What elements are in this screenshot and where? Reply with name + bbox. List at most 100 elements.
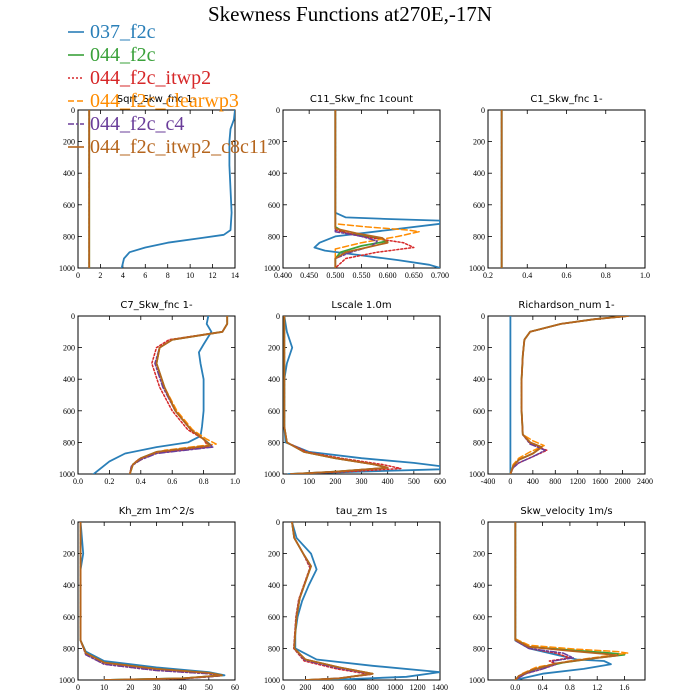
legend-label: 044_f2c_itwp2	[90, 67, 211, 89]
legend-label: 044_f2c_clearwp3	[90, 90, 239, 112]
y-tick-label: 600	[268, 407, 280, 416]
x-tick-label: 0.600	[379, 271, 397, 280]
x-tick-label: 0.2	[104, 477, 114, 486]
panel-title: Lscale 1.0m	[331, 300, 391, 311]
legend-label: 044_f2c	[90, 44, 156, 66]
y-tick-label: 400	[63, 375, 75, 384]
series-line-037-f2c	[291, 522, 440, 680]
y-tick-label: 400	[268, 375, 280, 384]
y-tick-label: 0	[71, 518, 75, 527]
y-tick-label: 400	[268, 581, 280, 590]
x-tick-label: 600	[434, 477, 446, 486]
x-tick-label: 400	[322, 683, 334, 692]
x-tick-label: 1.0	[640, 271, 650, 280]
y-tick-label: 800	[473, 644, 485, 653]
x-tick-label: 20	[126, 683, 134, 692]
y-tick-label: 200	[473, 550, 485, 559]
plot-frame	[77, 315, 236, 475]
panel-title: Richardson_num 1-	[518, 300, 615, 311]
x-tick-label: 2	[98, 271, 102, 280]
series-line-044-f2c-itwp2-c8c11	[79, 522, 223, 680]
legend-label: 044_f2c_c4	[90, 113, 184, 135]
legend-label: 037_f2c	[90, 21, 156, 43]
y-tick-label: 1000	[469, 264, 485, 273]
plot-frame	[77, 521, 236, 681]
series-line-037-f2c	[79, 522, 226, 680]
figure-title: Skewness Functions at270E,-17N	[208, 2, 492, 26]
x-tick-label: 100	[303, 477, 315, 486]
x-tick-label: 14	[231, 271, 239, 280]
series-line-037-f2c	[313, 110, 440, 268]
x-tick-label: 800	[549, 477, 561, 486]
x-tick-label: 0.500	[326, 271, 344, 280]
y-tick-label: 800	[473, 232, 485, 241]
panel-title: C11_Skw_fnc 1count	[310, 94, 413, 105]
y-tick-label: 600	[473, 613, 485, 622]
x-tick-label: 0.400	[274, 271, 292, 280]
x-tick-label: 0	[281, 477, 285, 486]
x-tick-label: 0.6	[167, 477, 177, 486]
x-tick-label: 0.650	[405, 271, 423, 280]
x-tick-label: 4	[121, 271, 125, 280]
y-tick-label: 200	[63, 344, 75, 353]
y-tick-label: 800	[63, 644, 75, 653]
series-line-044-f2c-itwp2-c8c11	[283, 316, 389, 474]
series-line-044-f2c-clearwp3	[79, 522, 223, 680]
x-tick-label: 1400	[432, 683, 448, 692]
series-line-044-f2c-clearwp3	[334, 110, 420, 268]
x-tick-label: 0.0	[510, 683, 520, 692]
x-tick-label: 0	[508, 477, 512, 486]
panel-6: Richardson_num 1- 0 200 400 600 800 1000-400 0 4…	[469, 300, 653, 486]
x-tick-label: 0.4	[538, 683, 548, 692]
x-tick-label: 200	[329, 477, 341, 486]
x-tick-label: 60	[231, 683, 239, 692]
y-tick-label: 1000	[469, 470, 485, 479]
y-tick-label: 200	[268, 550, 280, 559]
series-line-044-f2c	[509, 316, 630, 474]
plot-frame	[487, 315, 646, 475]
y-tick-label: 1000	[59, 470, 75, 479]
x-tick-label: 0	[281, 683, 285, 692]
x-tick-label: 0.0	[73, 477, 83, 486]
plot-frame	[487, 109, 646, 269]
x-tick-label: 2000	[615, 477, 631, 486]
y-tick-label: 800	[268, 644, 280, 653]
series-line-037-f2c	[120, 110, 235, 268]
y-tick-label: 200	[268, 344, 280, 353]
x-tick-label: 200	[299, 683, 311, 692]
y-tick-label: 0	[276, 518, 280, 527]
y-tick-label: 1000	[264, 676, 280, 685]
x-tick-label: 0.4	[136, 477, 146, 486]
series-line-044-f2c-itwp2	[334, 110, 415, 268]
x-tick-label: 500	[408, 477, 420, 486]
y-tick-label: 800	[63, 438, 75, 447]
y-tick-label: 400	[473, 169, 485, 178]
x-tick-label: 0.700	[431, 271, 449, 280]
y-tick-label: 200	[63, 550, 75, 559]
x-tick-label: -400	[481, 477, 496, 486]
panel-title: C7_Skw_fnc 1-	[120, 300, 193, 311]
series-line-044-f2c-itwp2-c8c11	[509, 316, 630, 474]
y-tick-label: 1000	[264, 264, 280, 273]
x-tick-label: 0	[76, 683, 80, 692]
y-tick-label: 0	[71, 106, 75, 115]
panel-title: C1_Skw_fnc 1-	[530, 94, 603, 105]
y-tick-label: 400	[473, 375, 485, 384]
series-line-044-f2c-itwp2	[509, 316, 629, 474]
series-line-037-f2c	[283, 316, 440, 474]
y-tick-label: 800	[268, 438, 280, 447]
x-tick-label: 10	[186, 271, 194, 280]
x-tick-label: 30	[153, 683, 161, 692]
x-tick-label: 1600	[592, 477, 608, 486]
x-tick-label: 0.8	[565, 683, 575, 692]
y-tick-label: 1000	[59, 264, 75, 273]
series-line-044-f2c	[79, 522, 223, 680]
x-tick-label: 40	[179, 683, 187, 692]
y-tick-label: 1000	[264, 470, 280, 479]
y-tick-label: 400	[473, 581, 485, 590]
x-tick-label: 400	[382, 477, 394, 486]
